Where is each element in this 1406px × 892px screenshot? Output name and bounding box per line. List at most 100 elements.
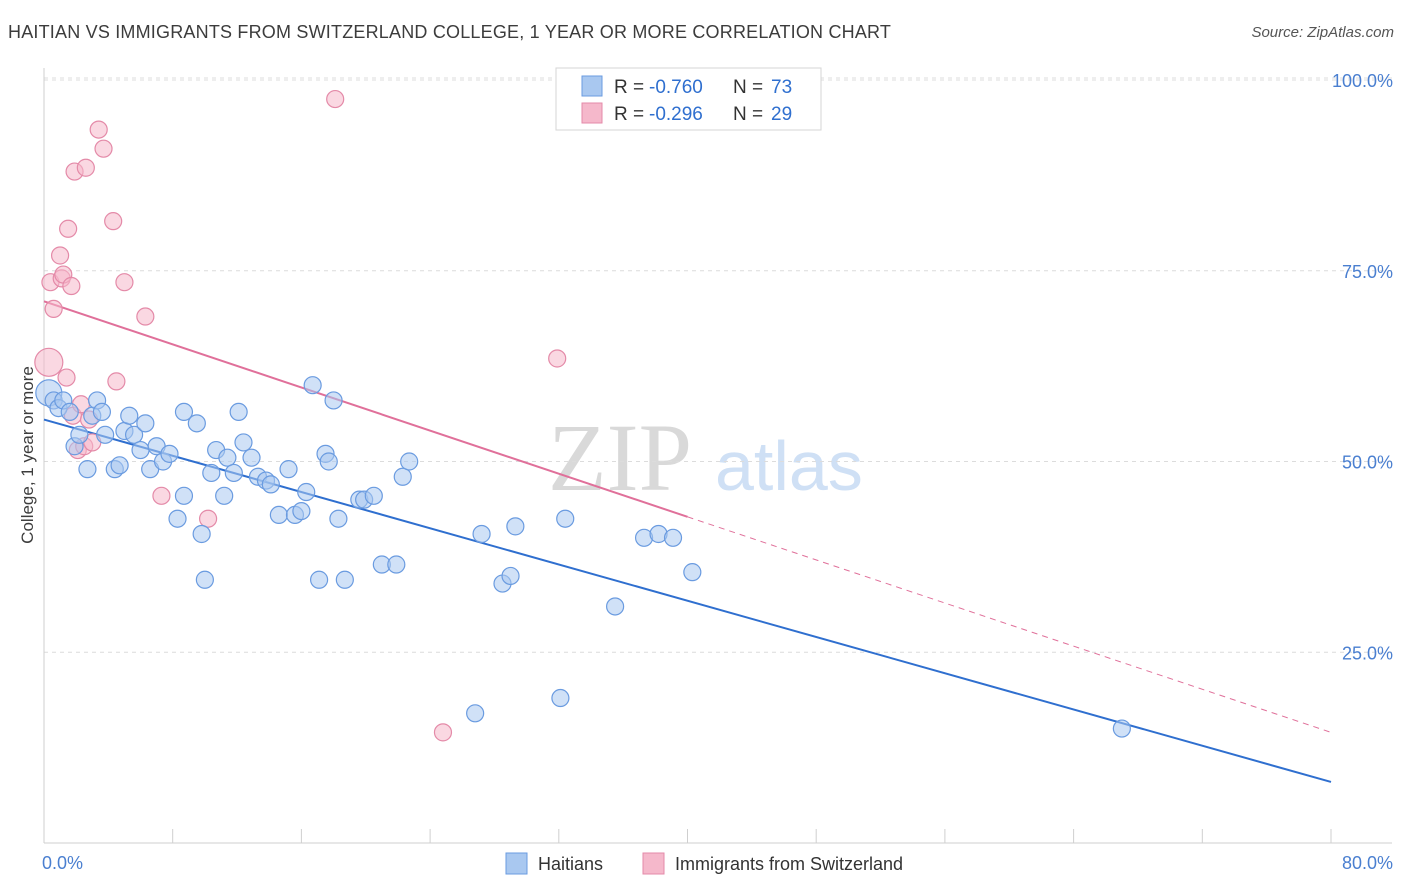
- legend-n-label-0: N =: [733, 77, 763, 98]
- y-tick-label-75: 75.0%: [1342, 262, 1393, 282]
- point-haitians-16: [124, 425, 144, 444]
- point-haitians-6: [70, 425, 89, 444]
- point-haitians-64: [551, 688, 570, 708]
- point-haitians-24: [174, 486, 194, 505]
- point-haitians-41: [279, 460, 298, 479]
- bottom-legend-swatch-switzerland: [642, 852, 665, 875]
- point-haitians-40: [269, 505, 288, 525]
- legend-r-value-0: -0.760: [649, 77, 703, 98]
- point-haitians-62: [501, 566, 520, 586]
- series-haitians: [35, 376, 1131, 738]
- point-haitians-48: [319, 452, 338, 471]
- point-haitians-69: [663, 528, 683, 547]
- point-haitians-57: [393, 467, 412, 486]
- point-haitians-35: [234, 433, 253, 452]
- point-switzerland-7: [59, 219, 78, 238]
- y-tick-label-25: 25.0%: [1342, 643, 1393, 663]
- point-haitians-71: [1112, 719, 1131, 738]
- point-switzerland-19: [104, 212, 123, 231]
- point-haitians-59: [466, 704, 485, 723]
- point-switzerland-22: [136, 307, 155, 326]
- y-axis-label: College, 1 year or more: [18, 366, 37, 544]
- point-haitians-11: [96, 425, 115, 444]
- legend-swatch-haitians: [581, 75, 603, 97]
- point-haitians-10: [92, 402, 112, 422]
- point-haitians-34: [229, 402, 248, 422]
- point-haitians-17: [131, 440, 150, 460]
- bottom-legend-haitians: Haitians: [538, 854, 603, 874]
- point-haitians-45: [303, 376, 322, 395]
- point-switzerland-8: [62, 276, 81, 296]
- point-haitians-39: [261, 475, 280, 494]
- point-switzerland-25: [326, 89, 345, 109]
- point-haitians-18: [136, 414, 155, 433]
- trend-lines: [43, 300, 1332, 783]
- point-haitians-33: [224, 463, 243, 483]
- point-haitians-26: [187, 414, 206, 433]
- stats-legend: R = -0.760 N = 73 R = -0.296 N = 29: [555, 67, 822, 131]
- y-tick-label-100: 100.0%: [1332, 71, 1393, 91]
- legend-r-label-0: R =: [614, 77, 644, 98]
- point-haitians-66: [606, 597, 625, 616]
- legend-swatch-switzerland: [581, 102, 603, 124]
- point-haitians-50: [329, 509, 348, 528]
- point-switzerland-21: [115, 273, 134, 292]
- trend-line-switzerland-extrapolated: [687, 516, 1332, 733]
- point-haitians-60: [472, 524, 491, 544]
- axes: 25.0% 50.0% 75.0% 100.0% 0.0% 80.0%: [42, 68, 1393, 873]
- point-haitians-51: [335, 570, 354, 589]
- trend-line-switzerland: [43, 300, 688, 518]
- y-tick-label-50: 50.0%: [1342, 453, 1393, 473]
- point-switzerland-27: [548, 349, 567, 368]
- point-haitians-25: [174, 402, 194, 422]
- point-haitians-31: [215, 486, 234, 505]
- legend-n-value-0: 73: [771, 77, 792, 98]
- point-haitians-43: [292, 501, 311, 521]
- point-haitians-65: [556, 509, 575, 528]
- point-haitians-28: [195, 570, 214, 589]
- point-switzerland-23: [152, 486, 171, 505]
- legend-r-value-1: -0.296: [649, 104, 703, 125]
- grid: [44, 77, 1392, 653]
- legend-r-label-1: R =: [614, 104, 644, 125]
- point-haitians-15: [120, 406, 139, 425]
- source-label: Source: ZipAtlas.com: [1251, 24, 1394, 41]
- point-switzerland-18: [94, 139, 113, 158]
- watermark: ZIP atlas: [548, 404, 863, 511]
- point-switzerland-2: [44, 299, 63, 318]
- point-switzerland-14: [76, 158, 95, 177]
- point-haitians-63: [506, 517, 525, 536]
- chart-title: HAITIAN VS IMMIGRANTS FROM SWITZERLAND C…: [8, 22, 892, 42]
- bottom-legend-switzerland: Immigrants from Switzerland: [675, 854, 903, 874]
- x-tick-label-max: 80.0%: [1342, 853, 1393, 873]
- point-switzerland-17: [89, 120, 108, 139]
- point-haitians-29: [202, 463, 221, 483]
- point-haitians-58: [400, 452, 419, 471]
- point-haitians-23: [168, 509, 187, 528]
- point-haitians-22: [160, 444, 179, 463]
- point-haitians-4: [60, 402, 79, 422]
- point-haitians-27: [192, 524, 211, 544]
- legend-n-value-1: 29: [771, 104, 792, 125]
- point-haitians-54: [364, 486, 383, 505]
- point-switzerland-24: [198, 509, 218, 528]
- point-switzerland-6: [57, 368, 76, 387]
- x-tick-label-min: 0.0%: [42, 853, 83, 873]
- series-switzerland: [34, 89, 567, 742]
- point-switzerland-26: [433, 723, 453, 742]
- bottom-legend-swatch-haitians: [505, 852, 528, 875]
- point-haitians-44: [297, 482, 316, 502]
- point-haitians-32: [218, 448, 237, 467]
- point-haitians-49: [324, 391, 343, 410]
- point-switzerland-0: [34, 347, 64, 377]
- point-haitians-46: [309, 570, 329, 589]
- point-haitians-56: [387, 555, 406, 574]
- point-haitians-13: [110, 456, 129, 475]
- point-haitians-7: [78, 460, 97, 479]
- point-haitians-36: [242, 448, 261, 467]
- bottom-legend: Haitians Immigrants from Switzerland: [505, 852, 903, 875]
- point-haitians-70: [683, 563, 702, 582]
- legend-n-label-1: N =: [733, 104, 763, 125]
- point-switzerland-3: [50, 246, 70, 265]
